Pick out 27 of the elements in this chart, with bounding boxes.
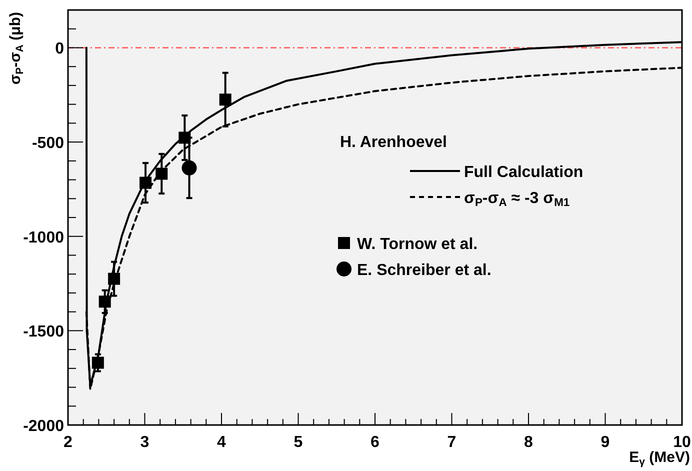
point	[219, 94, 232, 106]
x-axis-title: E$_{γ}$ (MeV)	[629, 449, 690, 468]
x-tick-label: 2	[64, 434, 73, 451]
legend-label: σ$_{P}$-σ$_{A}$ ≈ -3 σ$_{M1}$	[464, 190, 570, 210]
x-tick-label: 7	[447, 434, 456, 451]
y-tick-label: -1000	[23, 229, 64, 246]
x-tick-label: 9	[600, 434, 610, 451]
legend-label: Full Calculation	[464, 164, 584, 181]
x-tick-label: 10	[673, 434, 691, 451]
point	[140, 176, 152, 189]
x-tick-label: 3	[140, 434, 150, 451]
x-tick-label: 5	[294, 434, 303, 451]
x-tick-label: 8	[524, 434, 534, 451]
legend-title: H. Arenhoevel	[340, 134, 447, 151]
point	[108, 272, 120, 285]
legend-label: E. Schreiber et al.	[357, 262, 492, 279]
x-tick-label: 4	[217, 434, 226, 451]
y-tick-label: -1500	[23, 324, 64, 341]
point	[98, 296, 111, 308]
y-tick-label: -2000	[23, 418, 64, 435]
point	[182, 160, 197, 176]
x-tick-label: 6	[370, 434, 380, 451]
y-tick-label: -500	[32, 135, 64, 152]
point	[92, 356, 104, 369]
legend-label: W. Tornow et al.	[357, 236, 478, 253]
y-tick-label: 0	[55, 40, 64, 58]
point	[156, 168, 168, 180]
